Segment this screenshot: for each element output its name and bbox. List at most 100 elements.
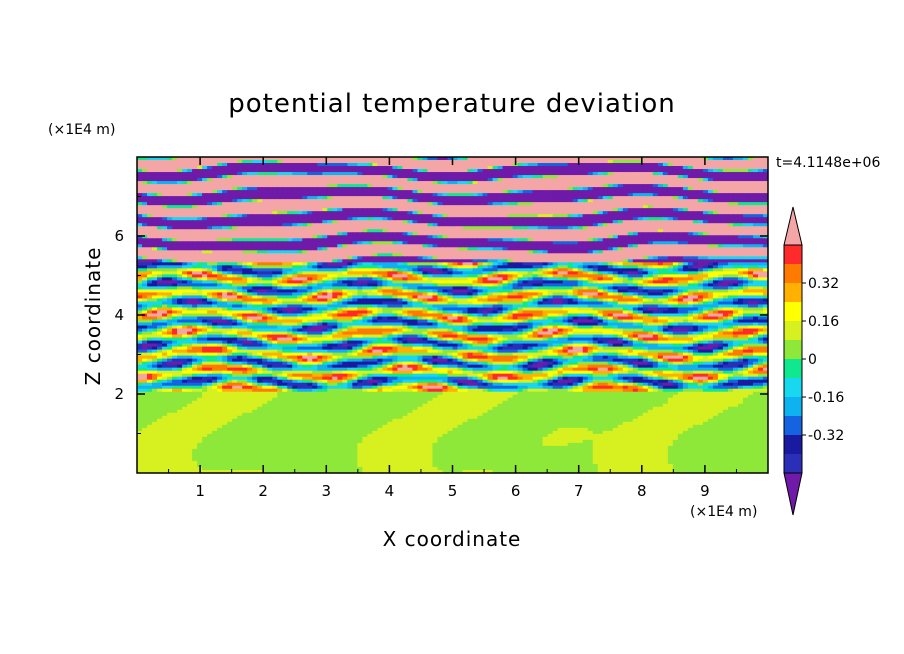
field-cell — [207, 244, 213, 248]
field-cell — [447, 205, 454, 209]
field-cell — [562, 199, 569, 203]
field-cell — [502, 163, 509, 167]
field-cell — [367, 214, 373, 218]
field-cell — [617, 163, 624, 167]
field-cell — [152, 244, 158, 248]
field-cell — [717, 220, 724, 224]
field-cell — [222, 160, 228, 164]
field-cell — [277, 193, 283, 197]
field-cell — [322, 175, 328, 179]
field-cell — [562, 235, 569, 239]
field-cell — [677, 199, 684, 203]
field-cell — [717, 205, 724, 209]
field-cell — [412, 181, 419, 185]
field-cell — [472, 235, 479, 239]
field-cell — [762, 160, 768, 164]
field-cell — [292, 262, 298, 266]
field-cell — [152, 247, 158, 251]
field-cell — [487, 172, 494, 176]
field-cell — [362, 172, 368, 176]
field-cell — [522, 241, 529, 245]
field-cell — [277, 163, 283, 167]
field-cell — [567, 193, 574, 197]
field-cell — [507, 172, 514, 176]
field-cell — [582, 184, 589, 188]
field-cell — [517, 232, 524, 236]
field-cell — [577, 223, 584, 227]
field-cell — [592, 265, 599, 269]
field-cell — [402, 232, 409, 236]
field-cell — [592, 172, 599, 176]
field-cell — [137, 235, 143, 239]
field-cell — [657, 205, 664, 209]
field-cell — [592, 205, 599, 209]
field-cell — [167, 238, 173, 242]
field-cell — [462, 262, 469, 266]
field-cell — [432, 184, 439, 188]
field-cell — [217, 268, 223, 272]
field-cell — [357, 253, 363, 257]
field-cell — [477, 238, 484, 242]
field-cell — [262, 199, 268, 203]
field-cell — [137, 244, 143, 248]
field-cell — [177, 232, 183, 236]
field-cell — [657, 178, 664, 182]
field-cell — [262, 193, 268, 197]
field-cell — [567, 229, 574, 233]
field-cell — [482, 202, 489, 206]
field-cell — [642, 217, 649, 221]
field-cell — [552, 229, 559, 233]
field-cell — [512, 271, 519, 275]
field-cell — [217, 205, 223, 209]
field-cell — [197, 220, 203, 224]
field-cell — [622, 226, 629, 230]
field-cell — [247, 205, 253, 209]
field-cell — [377, 181, 383, 185]
field-cell — [147, 232, 153, 236]
field-cell — [297, 163, 303, 167]
field-cell — [567, 262, 574, 266]
field-cell — [427, 253, 434, 257]
field-cell — [572, 268, 579, 272]
field-cell — [542, 238, 549, 242]
field-cell — [687, 184, 694, 188]
field-cell — [252, 178, 258, 182]
field-cell — [372, 253, 378, 257]
field-cell — [342, 253, 348, 257]
field-cell — [217, 157, 223, 161]
field-cell — [707, 184, 714, 188]
field-cell — [732, 160, 739, 164]
field-cell — [207, 214, 213, 218]
field-cell — [222, 265, 228, 269]
field-cell — [447, 262, 454, 266]
field-cell — [377, 160, 383, 164]
field-cell — [517, 247, 524, 251]
field-cell — [232, 163, 238, 167]
field-cell — [302, 175, 308, 179]
field-cell — [572, 205, 579, 209]
field-cell — [472, 208, 479, 212]
field-cell — [687, 208, 694, 212]
field-cell — [727, 178, 734, 182]
field-cell — [557, 265, 564, 269]
field-cell — [492, 208, 499, 212]
field-cell — [562, 250, 569, 254]
field-cell — [722, 184, 729, 188]
field-cell — [252, 241, 258, 245]
field-cell — [157, 208, 163, 212]
field-cell — [347, 244, 353, 248]
field-cell — [272, 196, 278, 200]
field-cell — [292, 274, 298, 278]
field-cell — [487, 166, 494, 170]
field-cell — [412, 238, 419, 242]
field-cell — [192, 235, 198, 239]
field-cell — [707, 256, 714, 260]
field-cell — [137, 193, 143, 197]
field-cell — [487, 265, 494, 269]
field-cell — [672, 157, 679, 161]
field-cell — [422, 175, 429, 179]
field-cell — [697, 262, 704, 266]
field-cell — [682, 214, 689, 218]
field-cell — [647, 157, 654, 161]
field-cell — [622, 238, 629, 242]
